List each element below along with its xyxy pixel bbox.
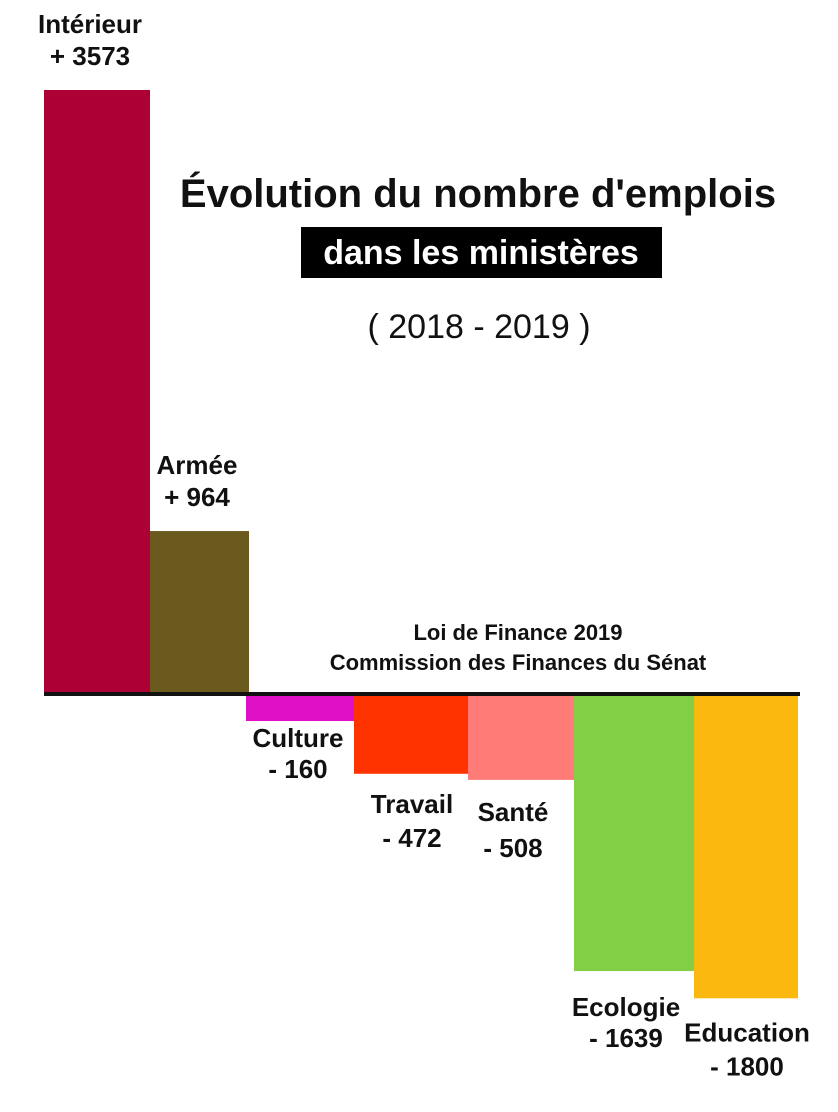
value-label: + 3573 [50,41,130,71]
category-label: Santé [478,797,549,827]
labels-group: Intérieur+ 3573 Armée+ 964 Culture- 160 Tra… [38,9,810,1081]
bar-culture [246,694,355,722]
category-label: Intérieur [38,9,142,39]
value-label: - 1639 [589,1023,663,1053]
category-label: Culture [253,723,344,753]
bar-ecologie [574,694,694,972]
chart-title: Évolution du nombre d'emplois [180,171,776,216]
bar-interieur [44,90,150,694]
value-label: - 1800 [710,1051,784,1081]
source-line-2: Commission des Finances du Sénat [330,650,707,675]
chart-subtitle: dans les ministères [323,234,639,272]
bar-sante [468,694,574,780]
bars-group [44,90,798,999]
category-label: Ecologie [572,992,680,1022]
value-label: - 160 [268,754,327,784]
source-line-1: Loi de Finance 2019 [413,620,622,645]
category-label: Armée [157,450,238,480]
bar-armee [150,531,249,694]
bar-travail [354,694,469,774]
subtitle-background [301,227,662,278]
bar-education [694,694,798,999]
value-label: + 964 [164,482,230,512]
category-label: Travail [371,789,453,819]
chart-period: ( 2018 - 2019 ) [367,308,590,346]
value-label: - 472 [382,823,441,853]
category-label: Education [684,1017,810,1047]
value-label: - 508 [483,833,542,863]
